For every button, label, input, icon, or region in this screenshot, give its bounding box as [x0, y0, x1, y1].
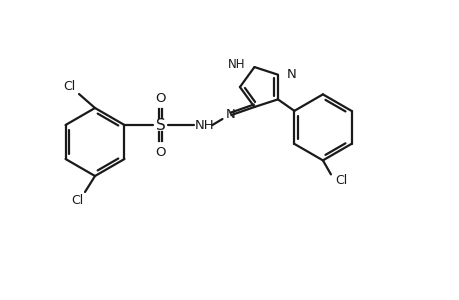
- Text: Cl: Cl: [334, 174, 346, 187]
- Text: O: O: [155, 92, 165, 104]
- Text: Cl: Cl: [63, 80, 75, 92]
- Text: NH: NH: [228, 58, 245, 70]
- Text: S: S: [155, 118, 165, 133]
- Text: Cl: Cl: [71, 194, 83, 208]
- Text: O: O: [155, 146, 165, 158]
- Text: N: N: [286, 68, 296, 81]
- Text: NH: NH: [194, 118, 214, 131]
- Text: N: N: [225, 107, 235, 121]
